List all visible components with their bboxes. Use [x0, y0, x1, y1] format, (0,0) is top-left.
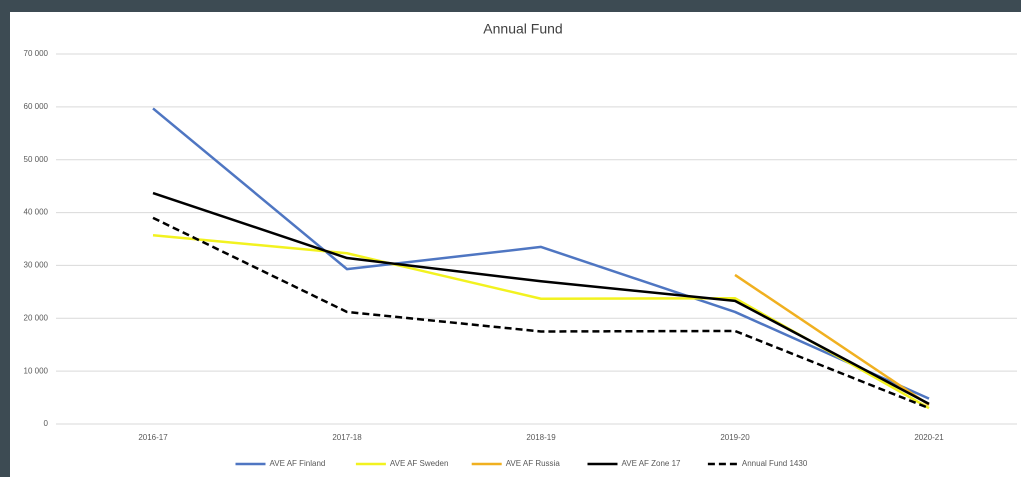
- y-tick-label: 10 000: [24, 366, 49, 375]
- y-tick-label: 50 000: [24, 155, 49, 164]
- legend-label: AVE AF Sweden: [390, 459, 449, 468]
- series-line: [152, 191, 930, 406]
- chart-area: [10, 12, 1021, 477]
- legend-label: AVE AF Zone 17: [622, 459, 682, 468]
- series-line: [152, 216, 930, 410]
- y-tick-label: 60 000: [24, 102, 49, 111]
- x-tick-label: 2018-19: [526, 433, 556, 442]
- x-tick-label: 2020-21: [914, 433, 944, 442]
- x-tick-label: 2017-18: [332, 433, 362, 442]
- y-tick-label: 30 000: [24, 261, 49, 270]
- legend-label: AVE AF Finland: [270, 459, 326, 468]
- x-tick-label: 2016-17: [138, 433, 168, 442]
- series-line: [152, 107, 930, 400]
- chart-title: Annual Fund: [483, 21, 562, 37]
- legend-label: AVE AF Russia: [506, 459, 561, 468]
- y-tick-label: 0: [44, 419, 49, 428]
- series-line: [734, 273, 930, 407]
- y-tick-label: 70 000: [24, 49, 49, 58]
- y-tick-label: 40 000: [24, 208, 49, 217]
- y-tick-label: 20 000: [24, 313, 49, 322]
- x-tick-label: 2019-20: [720, 433, 750, 442]
- legend-label: Annual Fund 1430: [742, 459, 808, 468]
